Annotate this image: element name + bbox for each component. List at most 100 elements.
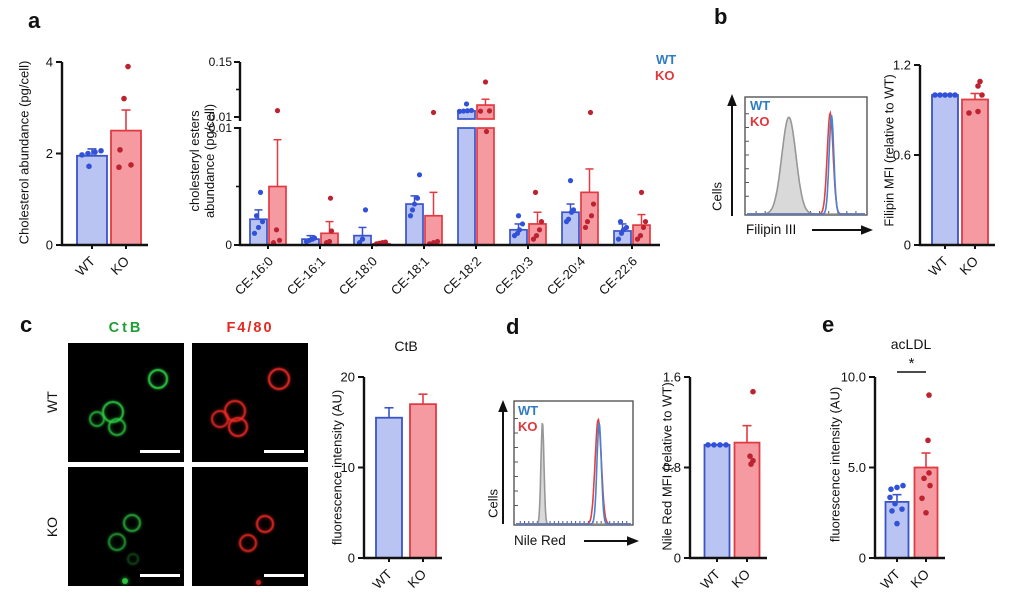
red-cell bbox=[238, 534, 257, 553]
a_cholesterol-point bbox=[121, 95, 127, 102]
b_filipin_mfi-point bbox=[942, 92, 948, 98]
scale-bar bbox=[264, 450, 304, 453]
svg-text:KO: KO bbox=[957, 254, 981, 278]
d_nilered_mfi-point bbox=[747, 453, 753, 459]
histogram-legend-ko: KO bbox=[750, 114, 770, 129]
row-label-ko: KO bbox=[43, 516, 60, 538]
svg-text:20: 20 bbox=[341, 370, 355, 385]
nilered-axis-arrow-icon bbox=[584, 536, 639, 546]
nilered-mfi-bar-chart: 0 0.8 1.6 WT KO bbox=[663, 370, 767, 592]
d_nilered_mfi-point bbox=[723, 442, 729, 448]
ce-y-axis-label: cholesteryl esters abundance (pg/cell) bbox=[187, 103, 217, 219]
c_ctb_intensity-bar-ko bbox=[409, 403, 437, 559]
svg-text:0.6: 0.6 bbox=[893, 148, 911, 163]
histogram-legend-ko: KO bbox=[518, 419, 538, 434]
svg-text:CE-18:1: CE-18:1 bbox=[388, 254, 432, 298]
e_acldl-point bbox=[892, 500, 898, 507]
scale-bar bbox=[264, 574, 304, 577]
svg-text:0.15: 0.15 bbox=[209, 55, 233, 69]
svg-text:CE-22:6: CE-22:6 bbox=[596, 254, 640, 298]
e_acldl-point bbox=[927, 482, 933, 489]
svg-text:4: 4 bbox=[46, 55, 53, 70]
a_cholesterol-point bbox=[117, 147, 123, 153]
panel-a-label: a bbox=[28, 8, 41, 33]
e_acldl-point bbox=[894, 520, 900, 527]
svg-text:0: 0 bbox=[904, 238, 911, 253]
svg-text:KO: KO bbox=[405, 567, 429, 591]
b_filipin_mfi-point bbox=[947, 92, 953, 98]
svg-text:0.8: 0.8 bbox=[663, 460, 681, 475]
e_acldl-point bbox=[923, 509, 929, 516]
svg-text:2: 2 bbox=[46, 146, 53, 161]
svg-text:10: 10 bbox=[341, 460, 355, 475]
filipin-axis-arrow-icon bbox=[812, 225, 873, 235]
panel-c-label: c bbox=[20, 312, 33, 337]
svg-text:KO: KO bbox=[729, 567, 753, 591]
d_nilered_mfi-point bbox=[717, 442, 723, 448]
e_acldl-point bbox=[921, 475, 927, 482]
red-cell bbox=[228, 417, 249, 438]
svg-text:CE-20:3: CE-20:3 bbox=[492, 254, 536, 298]
e_acldl-point bbox=[887, 494, 893, 501]
a_cholesterol-point bbox=[79, 152, 85, 158]
a_cholesterol-point bbox=[98, 147, 104, 154]
svg-text:*: * bbox=[909, 355, 915, 372]
svg-text:CE-20:4: CE-20:4 bbox=[544, 254, 588, 298]
d_nilered_hist-curve-WT bbox=[516, 422, 631, 525]
svg-text:KO: KO bbox=[108, 254, 132, 278]
red-cell bbox=[210, 410, 229, 429]
svg-text:KO: KO bbox=[908, 567, 932, 591]
svg-text:10.0: 10.0 bbox=[841, 370, 866, 385]
nilered-x-axis-label: Nile Red bbox=[514, 533, 566, 548]
cholesterol-y-axis-label: Cholesterol abundance (pg/cell) bbox=[16, 60, 32, 245]
green-cell bbox=[107, 532, 126, 551]
a_cholesterol-bar-wt bbox=[76, 154, 108, 246]
svg-text:WT: WT bbox=[370, 567, 395, 592]
green-cell bbox=[148, 368, 169, 389]
b_filipin_mfi-bar-wt bbox=[931, 94, 959, 246]
filipin-x-axis-label: Filipin III bbox=[746, 222, 797, 237]
scale-bar bbox=[140, 574, 180, 577]
cholesterol-bar-chart: 0 2 4 WT KO bbox=[46, 55, 148, 279]
b_filipin_mfi-point bbox=[975, 83, 981, 89]
a_cholesterol-bar-ko bbox=[110, 129, 142, 246]
green-cell bbox=[89, 411, 105, 428]
histogram-legend-wt: WT bbox=[518, 403, 539, 418]
svg-text:1.2: 1.2 bbox=[893, 58, 911, 73]
a_cholesterol-point bbox=[125, 63, 131, 70]
svg-text:1.6: 1.6 bbox=[663, 370, 681, 385]
green-speck bbox=[121, 578, 128, 585]
a_cholesterol-point bbox=[86, 163, 92, 170]
svg-text:0: 0 bbox=[674, 551, 681, 566]
e_acldl-point bbox=[888, 486, 894, 493]
nilered-flow-histogram bbox=[513, 400, 634, 526]
e_acldl-point bbox=[900, 482, 906, 489]
svg-text:5.0: 5.0 bbox=[848, 460, 866, 475]
a_cholesterol-point bbox=[85, 150, 91, 157]
svg-text:0.01: 0.01 bbox=[209, 110, 233, 124]
scale-bar bbox=[140, 450, 180, 453]
channel-title-ctb: CtB bbox=[108, 320, 144, 336]
svg-text:CE-16:0: CE-16:0 bbox=[232, 254, 276, 298]
microscopy-ko-f480 bbox=[192, 467, 308, 586]
e_acldl-point bbox=[926, 470, 932, 476]
cells-axis-arrow-icon bbox=[727, 94, 737, 216]
d_nilered_mfi-bar-ko bbox=[733, 441, 761, 559]
b_filipin_mfi-point bbox=[937, 92, 943, 98]
b_filipin_mfi-point bbox=[966, 110, 972, 116]
c_ctb_intensity-bar-wt bbox=[375, 416, 403, 559]
svg-text:0: 0 bbox=[859, 551, 866, 566]
green-cell bbox=[107, 418, 126, 437]
e_acldl-point bbox=[926, 392, 932, 398]
svg-text:0: 0 bbox=[225, 238, 232, 252]
e_acldl-bar-wt bbox=[884, 500, 910, 559]
cells-axis-label: Cells bbox=[709, 182, 725, 211]
e_acldl-point bbox=[925, 437, 931, 444]
svg-text:WT: WT bbox=[698, 567, 723, 592]
legend-ko: KO bbox=[655, 68, 675, 83]
b_filipin_hist-curve-WT bbox=[747, 115, 865, 215]
b_filipin_mfi-bar-ko bbox=[961, 98, 989, 246]
e_acldl-point bbox=[899, 506, 905, 512]
green-cell bbox=[122, 513, 141, 532]
